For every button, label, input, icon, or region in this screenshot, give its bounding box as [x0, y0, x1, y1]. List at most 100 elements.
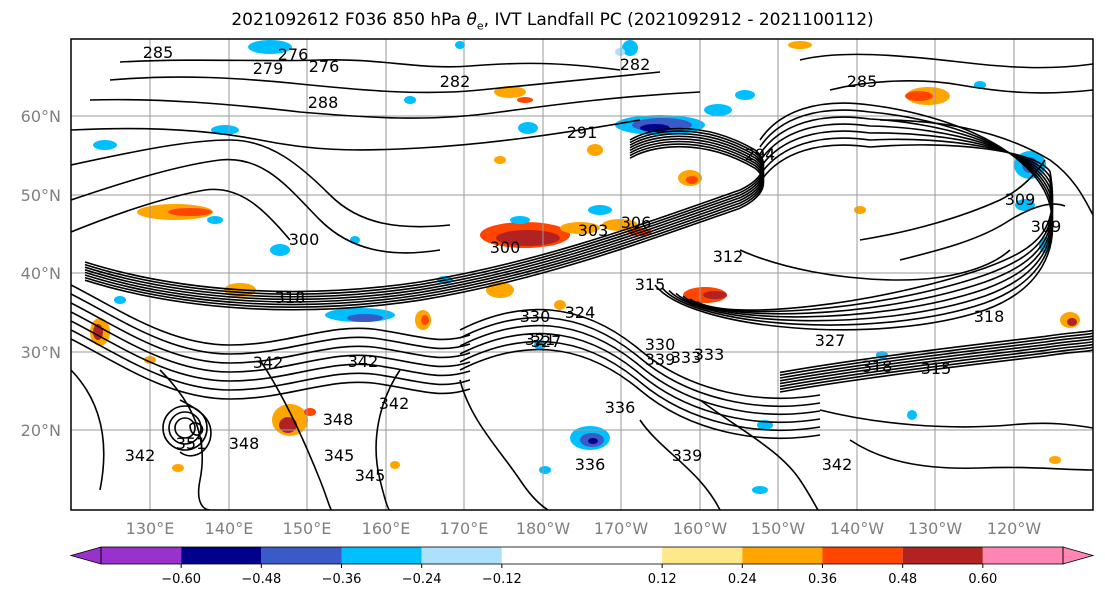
x-tick-labels: 130°E 140°E 150°E 160°E 170°E 180°W 170°W 160°W… [126, 519, 1042, 538]
theta-e-contour [162, 405, 208, 451]
colorbar-segment [421, 547, 502, 564]
x-tick-label: 170°W [594, 519, 649, 538]
ivt-pc-shade-patch [404, 96, 416, 104]
ivt-pc-shade-patch [248, 40, 292, 54]
theta-e-contour [829, 80, 1093, 94]
ivt-pc-shade-patch [1015, 199, 1035, 211]
colorbar-segment [501, 547, 663, 564]
theta-e-contour [84, 135, 765, 301]
theta-e-contour [71, 139, 451, 228]
theta-e-contour [779, 338, 1093, 382]
theta-e-contour [84, 132, 765, 298]
theta-e-contour [459, 332, 821, 423]
theta-e-contour [859, 159, 1046, 241]
theta-e-contours [71, 53, 1093, 510]
contour-label: 327 [531, 332, 562, 351]
colorbar-tick-label: 0.12 [648, 572, 677, 587]
x-tick-label: 130°W [908, 519, 963, 538]
contour-label: 282 [620, 55, 651, 74]
ivt-pc-shade-patch [518, 122, 538, 134]
ivt-pc-shade-patch [539, 466, 551, 474]
ivt-pc-shade-patch [494, 86, 526, 98]
contour-label: 336 [605, 398, 636, 417]
ivt-pc-shade-patch [587, 144, 603, 156]
theta-e-contour [109, 71, 661, 94]
theta-e-contour [84, 140, 765, 306]
ivt-pc-shade-patch [207, 216, 223, 224]
ivt-pc-shade-patch [1067, 318, 1077, 326]
theta-e-contour [71, 369, 105, 491]
contour-label: 300 [289, 230, 320, 249]
contour-label: 309 [1005, 190, 1036, 209]
theta-e-contour [71, 311, 471, 373]
ivt-pc-shade-patch [211, 125, 239, 135]
x-tick-label: 140°E [205, 519, 254, 538]
theta-e-contour [779, 332, 1093, 376]
ivt-pc-shade-patch [588, 438, 598, 444]
ivt-pc-shade-patch [615, 48, 625, 56]
colorbar-segment [261, 547, 342, 564]
x-tick-label: 150°E [283, 519, 332, 538]
theta-e-contour [375, 369, 401, 510]
colorbar-tick-label: −0.48 [241, 572, 281, 587]
ivt-pc-shade-patch [588, 205, 612, 215]
ivt-pc-shade-patch [735, 90, 755, 100]
ivt-pc-shade-patch [279, 417, 297, 433]
contour-label: 324 [565, 303, 596, 322]
contour-label: 276 [278, 45, 309, 64]
ivt-pc-shade-patch [554, 300, 566, 310]
ivt-pc-shade-patch [304, 408, 316, 416]
chart-title: 2021092612 F036 850 hPa θe, IVT Landfall… [231, 10, 874, 33]
ivt-pc-shade-patch [93, 140, 117, 150]
theta-e-contour [899, 203, 1066, 261]
contour-label: 342 [822, 455, 853, 474]
theta-e-contour [168, 411, 202, 445]
colorbar-tick-label: 0.24 [728, 572, 757, 587]
contour-label: 315 [921, 359, 952, 378]
ivt-pc-shade-patch [172, 464, 184, 472]
ivt-pc-shade-patch [560, 222, 600, 234]
theta-e-contour [459, 379, 549, 510]
theta-e-contour [459, 324, 821, 415]
contour-label: 339 [645, 350, 676, 369]
theta-e-contour [84, 127, 765, 293]
map-frame [70, 38, 1094, 511]
theta-e-contour [779, 335, 1093, 379]
theta-e-contour [779, 329, 1093, 374]
contour-label: 321 [525, 330, 556, 349]
colorbar-segment [982, 547, 1063, 564]
contour-label: 342 [125, 446, 156, 465]
contour-label: 279 [253, 59, 284, 78]
theta-e-contour [71, 188, 291, 241]
ivt-pc-shade-patch [1049, 456, 1061, 464]
colorbar-segment [822, 547, 903, 564]
theta-e-contour [779, 349, 1093, 393]
contour-label: 342 [253, 353, 284, 372]
ivt-pc-shade-patch [517, 97, 533, 103]
colorbar: −0.60 −0.48 −0.36 −0.24 −0.12 0.12 0.24 0.36 0.4… [69, 546, 1095, 587]
colorbar-tick-label: 0.36 [808, 572, 837, 587]
contour-label: 300 [490, 238, 521, 257]
ivt-pc-shade-patch [704, 104, 732, 116]
contour-label: 330 [645, 335, 676, 354]
ivt-pc-shade-patch [510, 216, 530, 224]
theta-e-contour [71, 119, 641, 151]
ivt-pc-shade-patch [622, 40, 638, 56]
contour-label: 327 [815, 331, 846, 350]
contour-label: 276 [309, 57, 340, 76]
y-tick-label: 60°N [21, 107, 61, 126]
ivt-pc-shade-patch [854, 206, 866, 214]
theta-e-contour [89, 91, 701, 119]
theta-e-contour [779, 340, 1093, 385]
contour-label: 294 [745, 145, 776, 164]
theta-e-contour [779, 343, 1093, 388]
x-tick-label: 160°W [673, 519, 728, 538]
colorbar-tick-label: −0.24 [402, 572, 442, 587]
contour-label: 285 [847, 72, 878, 91]
theta-e-contour [799, 53, 1093, 69]
x-tick-label: 170°E [440, 519, 489, 538]
theta-e-contour [159, 369, 211, 510]
ivt-pc-shade-patch [905, 91, 933, 101]
theta-e-contour [849, 439, 1093, 471]
